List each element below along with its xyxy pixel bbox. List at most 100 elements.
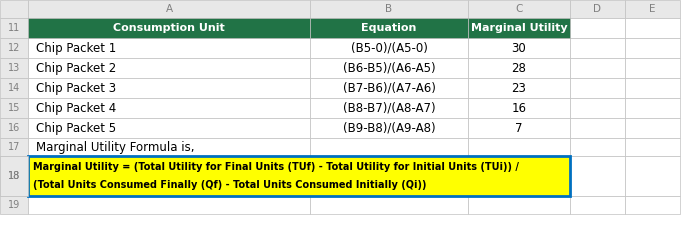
- Bar: [28, 156, 570, 196]
- Bar: [0, 18, 28, 38]
- Text: B: B: [385, 4, 392, 14]
- Text: D: D: [594, 4, 601, 14]
- Text: (Total Units Consumed Finally (Qf) - Total Units Consumed Initially (Qi)): (Total Units Consumed Finally (Qf) - Tot…: [33, 180, 426, 190]
- Bar: [468, 18, 570, 38]
- Text: 13: 13: [8, 63, 20, 73]
- Bar: [570, 118, 625, 138]
- Bar: [28, 156, 310, 196]
- Text: 7: 7: [516, 122, 523, 135]
- Bar: [0, 156, 28, 196]
- Text: (B7-B6)/(A7-A6): (B7-B6)/(A7-A6): [343, 82, 435, 95]
- Bar: [310, 0, 468, 18]
- Bar: [468, 138, 570, 156]
- Bar: [570, 138, 625, 156]
- Bar: [28, 58, 310, 78]
- Bar: [310, 138, 468, 156]
- Text: 19: 19: [8, 200, 20, 210]
- Text: 14: 14: [8, 83, 20, 93]
- Bar: [625, 196, 680, 214]
- Bar: [0, 196, 28, 214]
- Bar: [570, 0, 625, 18]
- Text: E: E: [649, 4, 656, 14]
- Bar: [310, 196, 468, 214]
- Text: Marginal Utility = (Total Utility for Final Units (TUf) - Total Utility for Init: Marginal Utility = (Total Utility for Fi…: [33, 162, 519, 172]
- Text: 18: 18: [8, 171, 20, 181]
- Bar: [468, 58, 570, 78]
- Bar: [625, 0, 680, 18]
- Bar: [468, 38, 570, 58]
- Text: (B5-0)/(A5-0): (B5-0)/(A5-0): [351, 41, 428, 55]
- Text: Equation: Equation: [362, 23, 417, 33]
- Bar: [0, 58, 28, 78]
- Bar: [570, 58, 625, 78]
- Text: 30: 30: [511, 41, 526, 55]
- Text: C: C: [516, 4, 523, 14]
- Bar: [0, 138, 28, 156]
- Bar: [310, 98, 468, 118]
- Bar: [468, 98, 570, 118]
- Bar: [310, 118, 468, 138]
- Bar: [468, 196, 570, 214]
- Bar: [310, 18, 468, 38]
- Bar: [28, 118, 310, 138]
- Bar: [625, 138, 680, 156]
- Bar: [625, 78, 680, 98]
- Bar: [310, 78, 468, 98]
- Bar: [625, 38, 680, 58]
- Text: Chip Packet 2: Chip Packet 2: [36, 62, 116, 75]
- Bar: [28, 196, 310, 214]
- Bar: [625, 18, 680, 38]
- Text: 16: 16: [511, 102, 526, 115]
- Bar: [28, 138, 310, 156]
- Text: 23: 23: [511, 82, 526, 95]
- Text: 11: 11: [8, 23, 20, 33]
- Text: A: A: [165, 4, 172, 14]
- Bar: [570, 196, 625, 214]
- Bar: [625, 58, 680, 78]
- Bar: [310, 156, 468, 196]
- Text: Consumption Unit: Consumption Unit: [113, 23, 225, 33]
- Text: (B8-B7)/(A8-A7): (B8-B7)/(A8-A7): [343, 102, 435, 115]
- Text: 28: 28: [511, 62, 526, 75]
- Text: Chip Packet 4: Chip Packet 4: [36, 102, 116, 115]
- Text: Chip Packet 5: Chip Packet 5: [36, 122, 116, 135]
- Bar: [468, 78, 570, 98]
- Bar: [625, 98, 680, 118]
- Bar: [28, 78, 310, 98]
- Text: (B9-B8)/(A9-A8): (B9-B8)/(A9-A8): [343, 122, 435, 135]
- Bar: [625, 118, 680, 138]
- Text: Chip Packet 3: Chip Packet 3: [36, 82, 116, 95]
- Text: 17: 17: [7, 142, 20, 152]
- Text: (B6-B5)/(A6-A5): (B6-B5)/(A6-A5): [343, 62, 435, 75]
- Bar: [310, 38, 468, 58]
- Bar: [468, 18, 570, 38]
- Bar: [0, 118, 28, 138]
- Text: 12: 12: [7, 43, 20, 53]
- Bar: [625, 156, 680, 196]
- Text: Marginal Utility: Marginal Utility: [471, 23, 567, 33]
- Bar: [0, 156, 28, 196]
- Bar: [570, 156, 625, 196]
- Bar: [28, 98, 310, 118]
- Text: 16: 16: [8, 123, 20, 133]
- Bar: [0, 98, 28, 118]
- Bar: [310, 58, 468, 78]
- Bar: [570, 98, 625, 118]
- Bar: [468, 156, 570, 196]
- Bar: [28, 18, 310, 38]
- Bar: [0, 0, 28, 18]
- Bar: [28, 18, 310, 38]
- Bar: [0, 78, 28, 98]
- Text: Marginal Utility Formula is,: Marginal Utility Formula is,: [36, 141, 195, 153]
- Bar: [28, 0, 310, 18]
- Bar: [468, 118, 570, 138]
- Bar: [570, 18, 625, 38]
- Bar: [570, 38, 625, 58]
- Bar: [310, 18, 468, 38]
- Bar: [0, 38, 28, 58]
- Text: 18: 18: [8, 171, 20, 181]
- Bar: [28, 38, 310, 58]
- Bar: [570, 78, 625, 98]
- Text: Chip Packet 1: Chip Packet 1: [36, 41, 116, 55]
- Bar: [468, 0, 570, 18]
